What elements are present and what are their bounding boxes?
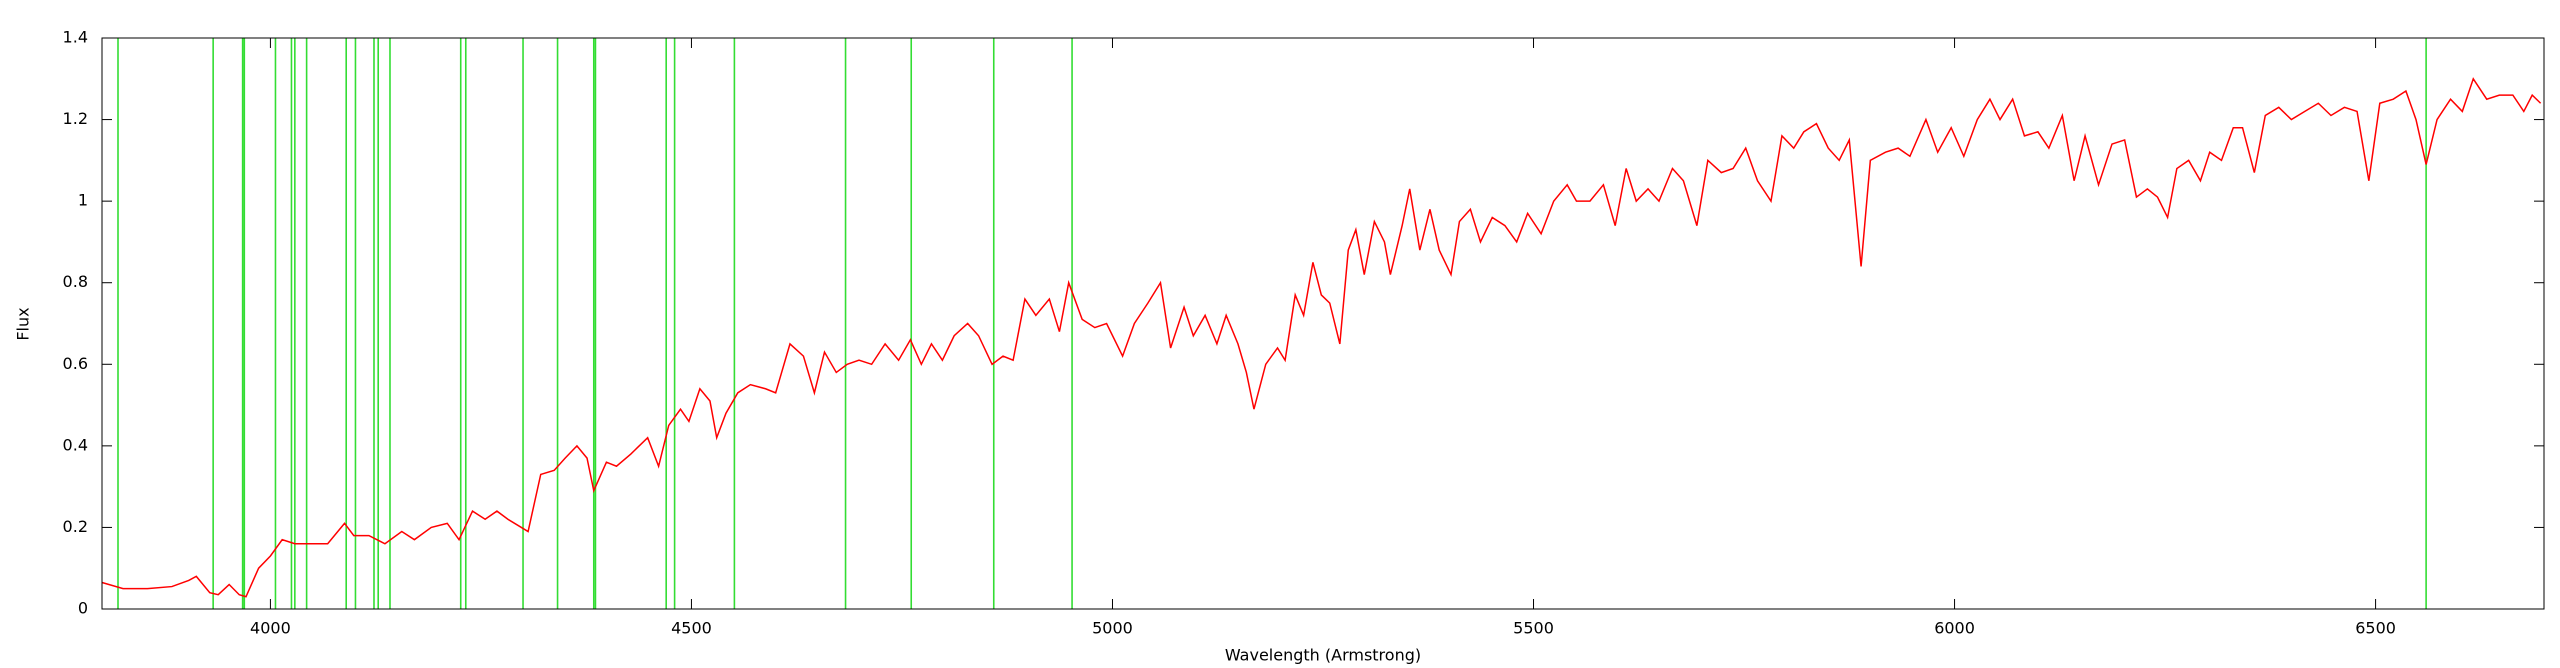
y-tick-label: 0.8 — [63, 272, 88, 291]
y-tick-label: 0.6 — [63, 354, 88, 373]
x-axis-label: Wavelength (Armstrong) — [1225, 646, 1421, 665]
y-tick-label: 1.2 — [63, 109, 88, 128]
y-tick-label: 0 — [78, 599, 88, 618]
plot-frame — [101, 37, 2545, 610]
y-tick-label: 1.4 — [63, 28, 88, 47]
spectrum-line — [101, 77, 2542, 598]
x-tick-label: 6500 — [2355, 619, 2396, 638]
y-tick-label: 1 — [78, 191, 88, 210]
y-axis-label: Flux — [14, 307, 33, 340]
y-tick-label: 0.2 — [63, 517, 88, 536]
x-tick-label: 4500 — [671, 619, 712, 638]
x-tick-label: 4000 — [250, 619, 291, 638]
y-tick-label: 0.4 — [63, 435, 88, 454]
x-tick-label: 6000 — [1934, 619, 1975, 638]
x-tick-label: 5000 — [1092, 619, 1133, 638]
x-tick-label: 5500 — [1513, 619, 1554, 638]
